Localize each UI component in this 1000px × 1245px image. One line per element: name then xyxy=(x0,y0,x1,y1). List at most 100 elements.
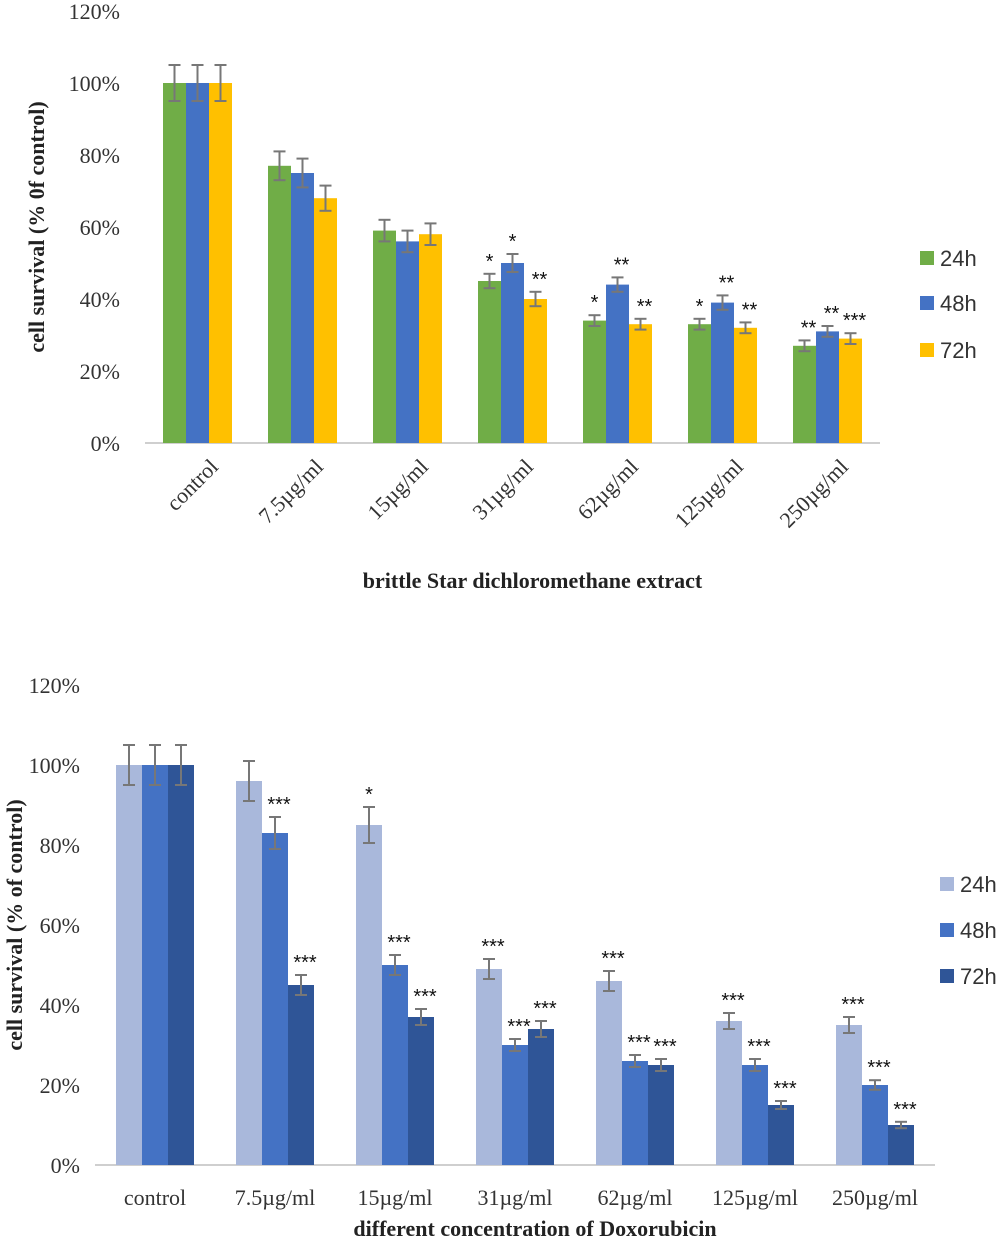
y-tick-label: 60% xyxy=(80,215,120,240)
legend-swatch xyxy=(920,251,934,265)
significance-label: *** xyxy=(867,1057,891,1079)
legend-label: 24h xyxy=(960,872,997,897)
y-axis-title: cell survival (% of control) xyxy=(2,799,27,1050)
bar xyxy=(396,241,419,443)
bar xyxy=(742,1065,768,1165)
y-tick-label: 0% xyxy=(91,431,120,456)
significance-label: * xyxy=(696,296,704,318)
bar xyxy=(163,83,186,443)
legend-label: 48h xyxy=(940,291,977,316)
significance-label: *** xyxy=(533,998,557,1020)
significance-label: *** xyxy=(893,1099,917,1121)
bar xyxy=(888,1125,914,1165)
significance-label: *** xyxy=(481,936,505,958)
chart-doxorubicin: 0%20%40%60%80%100%120%********** ********… xyxy=(2,673,997,1241)
bar xyxy=(288,985,314,1165)
bar xyxy=(142,765,168,1165)
legend-label: 72h xyxy=(960,964,997,989)
x-category-label: 15µg/ml xyxy=(357,1185,432,1210)
significance-label: ** xyxy=(614,254,630,276)
bar xyxy=(768,1105,794,1165)
significance-label: *** xyxy=(267,794,291,816)
legend-label: 24h xyxy=(940,246,977,271)
bar xyxy=(116,765,142,1165)
bar xyxy=(502,1045,528,1165)
bar xyxy=(583,320,606,443)
bar xyxy=(356,825,382,1165)
bar xyxy=(862,1085,888,1165)
significance-label: * xyxy=(509,231,517,253)
x-category-label: 31µg/ml xyxy=(467,454,538,525)
x-category-label: 7.5µg/ml xyxy=(253,454,328,529)
significance-label: *** xyxy=(413,986,437,1008)
y-axis-title: cell survival (% 0f control) xyxy=(24,101,49,352)
significance-label: ** xyxy=(824,303,840,325)
bar xyxy=(501,263,524,443)
significance-label: *** xyxy=(747,1036,771,1058)
y-tick-label: 20% xyxy=(80,359,120,384)
bar xyxy=(476,969,502,1165)
bar xyxy=(419,234,442,443)
bar xyxy=(168,765,194,1165)
y-tick-label: 40% xyxy=(40,993,80,1018)
bar xyxy=(408,1017,434,1165)
bar xyxy=(268,165,291,444)
y-tick-label: 80% xyxy=(40,833,80,858)
significance-label: ** xyxy=(637,296,653,318)
bar xyxy=(839,338,862,443)
significance-label: *** xyxy=(387,932,411,954)
y-tick-label: 0% xyxy=(51,1153,80,1178)
significance-label: *** xyxy=(601,948,625,970)
bar xyxy=(236,781,262,1165)
significance-label: ** xyxy=(742,299,758,321)
bar xyxy=(314,198,337,443)
x-category-label: 62µg/ml xyxy=(572,454,643,525)
y-tick-label: 80% xyxy=(80,143,120,168)
bar xyxy=(816,331,839,443)
x-category-label: 125µg/ml xyxy=(670,454,748,532)
chart-brittle-star: 0%20%40%60%80%100%120%** ************** **… xyxy=(24,0,977,593)
bar xyxy=(596,981,622,1165)
x-category-label: 62µg/ml xyxy=(597,1185,672,1210)
bar xyxy=(262,833,288,1165)
x-axis-title: different concentration of Doxorubicin xyxy=(353,1216,716,1241)
x-category-label: 250µg/ml xyxy=(775,454,853,532)
bar xyxy=(711,302,734,443)
bar xyxy=(688,324,711,443)
significance-label: *** xyxy=(843,310,867,332)
bar xyxy=(524,299,547,443)
significance-label: ** xyxy=(719,272,735,294)
bar xyxy=(622,1061,648,1165)
significance-label: *** xyxy=(773,1078,797,1100)
legend-label: 48h xyxy=(960,918,997,943)
significance-label: *** xyxy=(653,1036,677,1058)
significance-label: *** xyxy=(841,994,865,1016)
bar xyxy=(716,1021,742,1165)
bar xyxy=(734,327,757,443)
legend-swatch xyxy=(920,343,934,357)
significance-label: *** xyxy=(627,1032,651,1054)
y-tick-label: 100% xyxy=(29,753,80,778)
x-category-label: 250µg/ml xyxy=(832,1185,918,1210)
y-tick-label: 20% xyxy=(40,1073,80,1098)
bar xyxy=(209,83,232,443)
x-category-label: control xyxy=(161,454,223,516)
x-category-label: 125µg/ml xyxy=(712,1185,798,1210)
bar xyxy=(478,281,501,443)
legend-swatch xyxy=(940,877,954,891)
significance-label: *** xyxy=(721,990,745,1012)
legend-swatch xyxy=(920,296,934,310)
x-category-label: 15µg/ml xyxy=(362,454,433,525)
x-category-label: control xyxy=(124,1185,186,1210)
y-tick-label: 120% xyxy=(29,673,80,698)
significance-label: * xyxy=(365,784,373,806)
bar xyxy=(648,1065,674,1165)
bar xyxy=(186,83,209,443)
x-axis-title: brittle Star dichloromethane extract xyxy=(363,568,703,593)
bar xyxy=(382,965,408,1165)
bar xyxy=(291,173,314,443)
bar xyxy=(528,1029,554,1165)
significance-label: ** xyxy=(532,269,548,291)
bar xyxy=(629,324,652,443)
legend-label: 72h xyxy=(940,338,977,363)
